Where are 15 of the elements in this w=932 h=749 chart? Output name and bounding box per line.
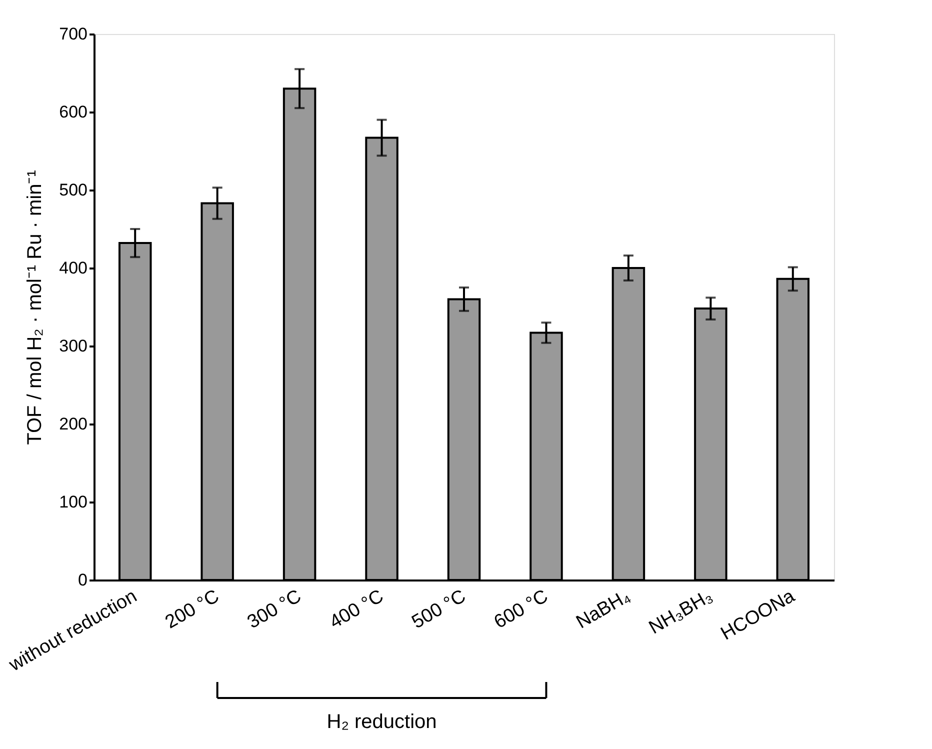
y-tick-label: 700 — [59, 24, 88, 44]
x-tick-label: 500 °C — [408, 586, 470, 634]
x-tick-label: 200 °C — [162, 586, 223, 634]
y-tick-label: 0 — [78, 570, 88, 590]
y-tick-label: 500 — [59, 180, 88, 200]
y-tick-label: 200 — [59, 414, 88, 434]
y-tick-label: 100 — [59, 492, 88, 512]
text: H₂ reduction — [326, 711, 437, 733]
y-tick-label: 300 — [59, 336, 88, 356]
x-tick-label: 600 °C — [490, 586, 552, 634]
x-tick-label: 300 °C — [244, 586, 306, 634]
y-axis-title: TOF / mol H₂ · mol⁻¹ Ru · min⁻¹ — [24, 170, 46, 445]
x-tick-label: 400 °C — [326, 586, 388, 634]
y-tick-label: 400 — [59, 258, 88, 278]
y-tick-label: 600 — [59, 102, 88, 122]
